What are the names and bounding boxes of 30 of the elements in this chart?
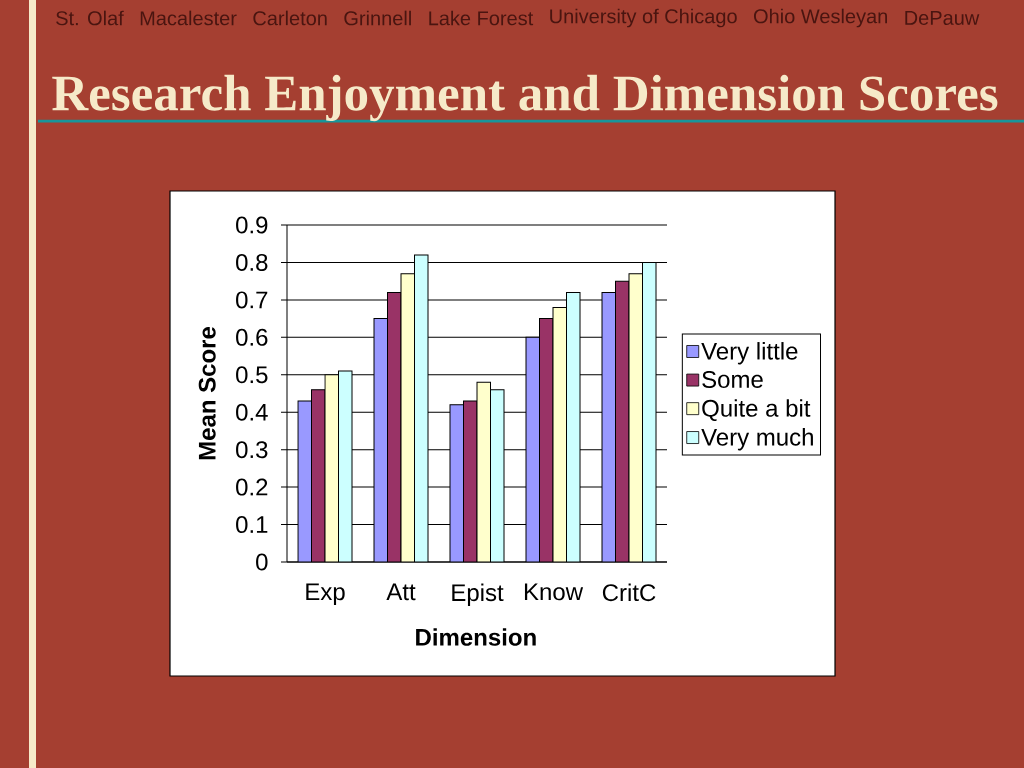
y-tick-label: 0.4	[236, 403, 268, 421]
legend-label: Very much	[701, 428, 813, 451]
legend-label: Very little	[701, 342, 798, 365]
x-tick-label: Exp	[306, 583, 345, 606]
text: University of Chicago	[550, 8, 737, 28]
text: St. Olaf	[56, 10, 124, 26]
y-tick-label: 0.9	[236, 216, 268, 234]
text: Macalester	[140, 10, 237, 26]
text: Ohio Wesleyan	[753, 8, 887, 28]
y-tick-label: 0.3	[236, 441, 268, 459]
legend-label: Some	[702, 370, 763, 388]
y-tick-label: 0.6	[236, 328, 268, 346]
y-tick-label: 0.8	[236, 253, 268, 271]
y-tick-label: 0.1	[236, 516, 268, 534]
y-tick-label: 0.7	[236, 291, 268, 309]
x-tick-label: CritC	[602, 583, 656, 602]
y-tick-label: 0.5	[236, 366, 268, 384]
text: Grinnell	[344, 10, 411, 26]
legend-label: Quite a bit	[702, 399, 811, 422]
y-axis-title: Mean Score	[198, 326, 216, 460]
y-tick-label: 0	[256, 553, 268, 571]
chart-title: Research Enjoyment and Dimension Scores	[52, 74, 998, 122]
text: DePauw	[905, 11, 980, 25]
x-axis-title: Dimension	[416, 628, 536, 646]
x-tick-label: Att	[386, 583, 416, 601]
y-tick-label: 0.2	[236, 478, 268, 496]
x-tick-label: Know	[524, 583, 584, 601]
x-tick-label: Epist	[452, 583, 504, 606]
text: Carleton	[253, 10, 327, 26]
text: Lake Forest	[429, 10, 534, 26]
